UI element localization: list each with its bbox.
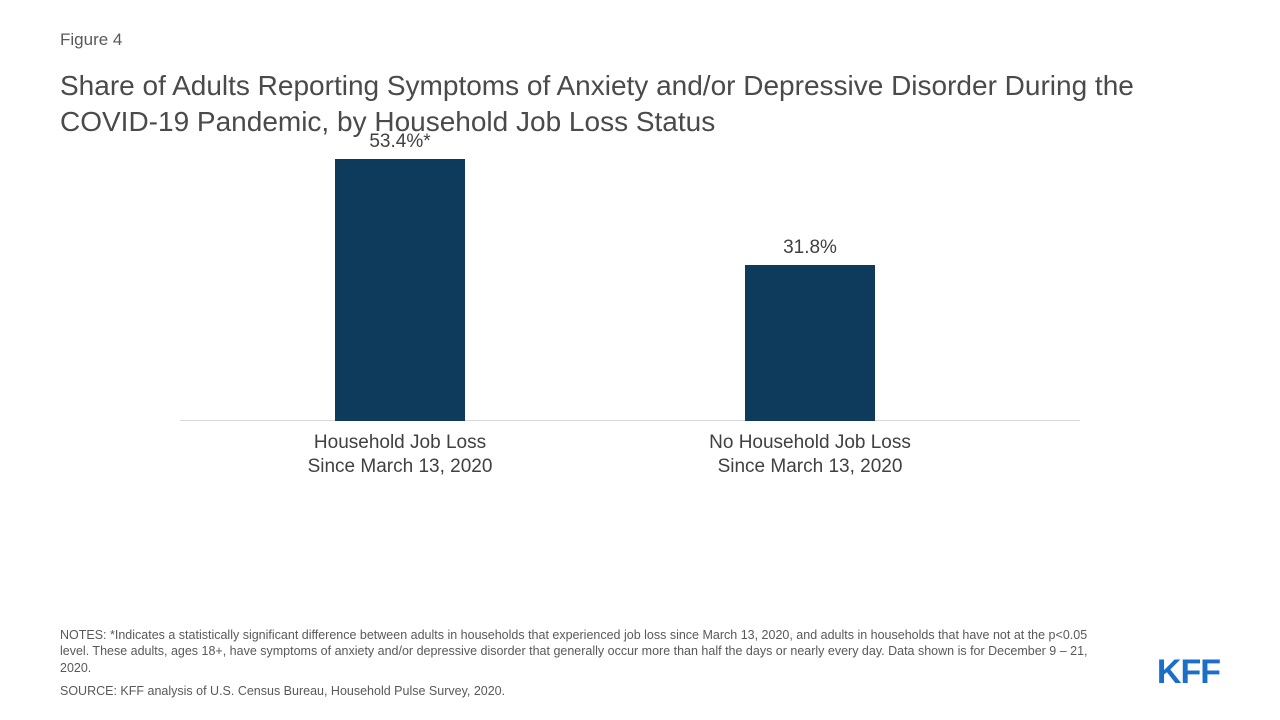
notes-text: NOTES: *Indicates a statistically signif… (60, 627, 1110, 678)
bar-chart: 53.4%* Household Job Loss Since March 13… (180, 151, 1080, 471)
category-label: Household Job Loss Since March 13, 2020 (308, 431, 493, 480)
chart-baseline (180, 420, 1080, 421)
bar-job-loss (335, 159, 465, 421)
category-label-line1: Household Job Loss (314, 432, 486, 453)
category-label-line1: No Household Job Loss (709, 432, 911, 453)
figure-container: Figure 4 Share of Adults Reporting Sympt… (0, 0, 1280, 720)
chart-footer: NOTES: *Indicates a statistically signif… (60, 627, 1220, 701)
category-label: No Household Job Loss Since March 13, 20… (709, 431, 911, 480)
bar-value-label: 53.4%* (369, 131, 430, 153)
source-text: SOURCE: KFF analysis of U.S. Census Bure… (60, 683, 1110, 700)
figure-number: Figure 4 (60, 30, 1220, 50)
bar-no-job-loss (745, 265, 875, 421)
category-label-line2: Since March 13, 2020 (718, 456, 903, 477)
chart-title: Share of Adults Reporting Symptoms of An… (60, 68, 1160, 141)
category-label-line2: Since March 13, 2020 (308, 456, 493, 477)
kff-logo: KFF (1157, 653, 1220, 692)
bar-value-label: 31.8% (783, 237, 837, 259)
